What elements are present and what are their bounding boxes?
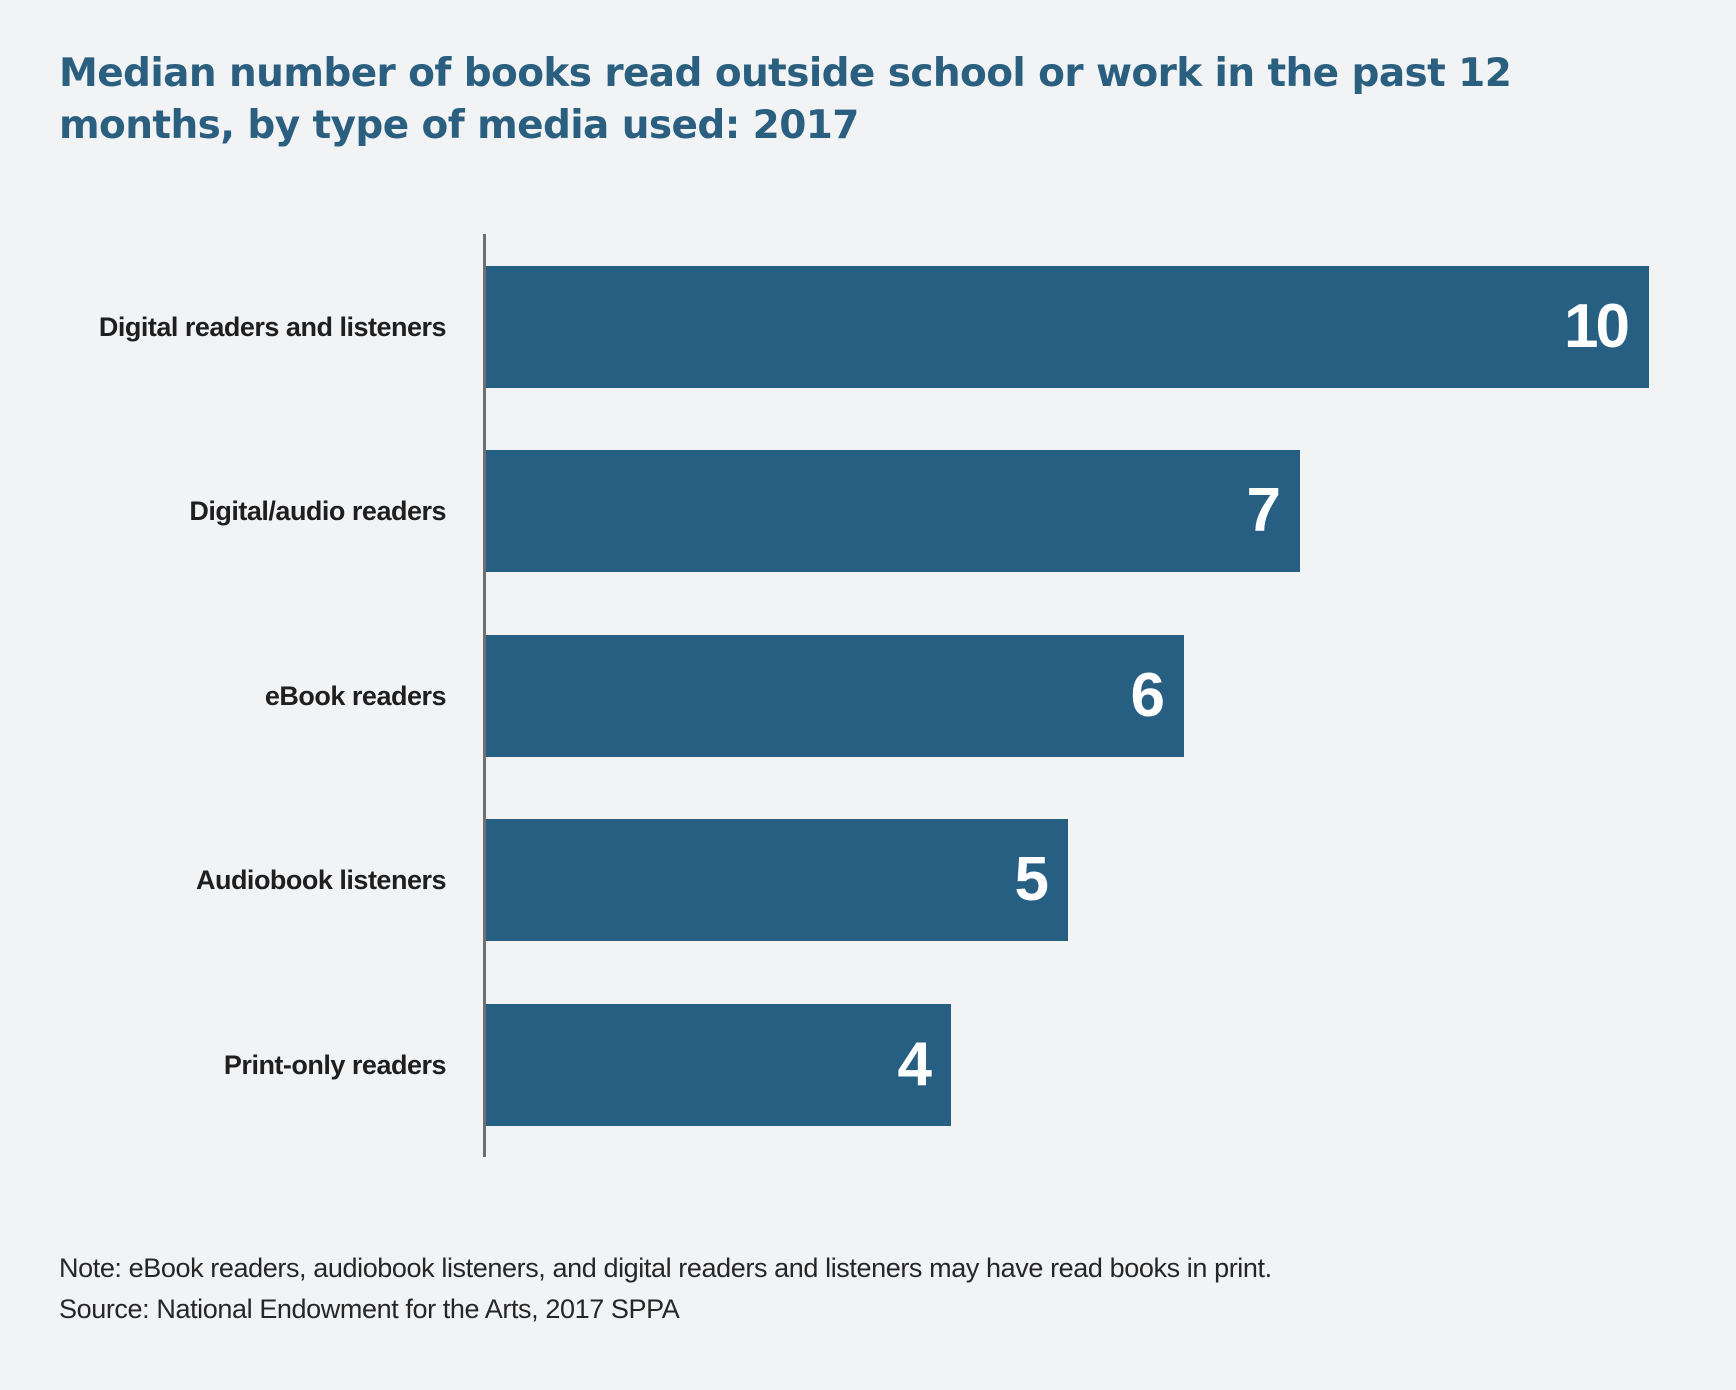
bar: 4 [486, 1004, 951, 1126]
bar-row: Audiobook listeners 5 [0, 819, 1736, 941]
chart-footer: Note: eBook readers, audiobook listeners… [59, 1248, 1272, 1330]
source-text: Source: National Endowment for the Arts,… [59, 1294, 680, 1324]
category-label: Digital readers and listeners [98, 311, 447, 342]
chart-title: Median number of books read outside scho… [59, 51, 1512, 148]
bar-value-label: 6 [1130, 661, 1166, 730]
bar: 5 [486, 819, 1068, 941]
bar-row: Print-only readers 4 [0, 1004, 1736, 1126]
bar: 10 [486, 266, 1649, 388]
bar-row: Digital/audio readers 7 [0, 450, 1736, 572]
category-label: Digital/audio readers [189, 495, 446, 526]
bar-value-label: 7 [1246, 476, 1282, 545]
category-label: Audiobook listeners [195, 864, 447, 895]
bar-row: eBook readers 6 [0, 635, 1736, 757]
category-label: Print-only readers [223, 1049, 447, 1080]
bar: 6 [486, 635, 1184, 757]
bar-value-label: 5 [1014, 845, 1050, 914]
bar: 7 [486, 450, 1300, 572]
category-label: eBook readers [264, 680, 447, 711]
bar-value-label: 4 [897, 1030, 933, 1099]
category-axis-line [483, 234, 486, 1157]
bar-value-label: 10 [1564, 292, 1630, 361]
bar-row: Digital readers and listeners 10 [0, 266, 1736, 388]
note-text: Note: eBook readers, audiobook listeners… [59, 1253, 1272, 1283]
